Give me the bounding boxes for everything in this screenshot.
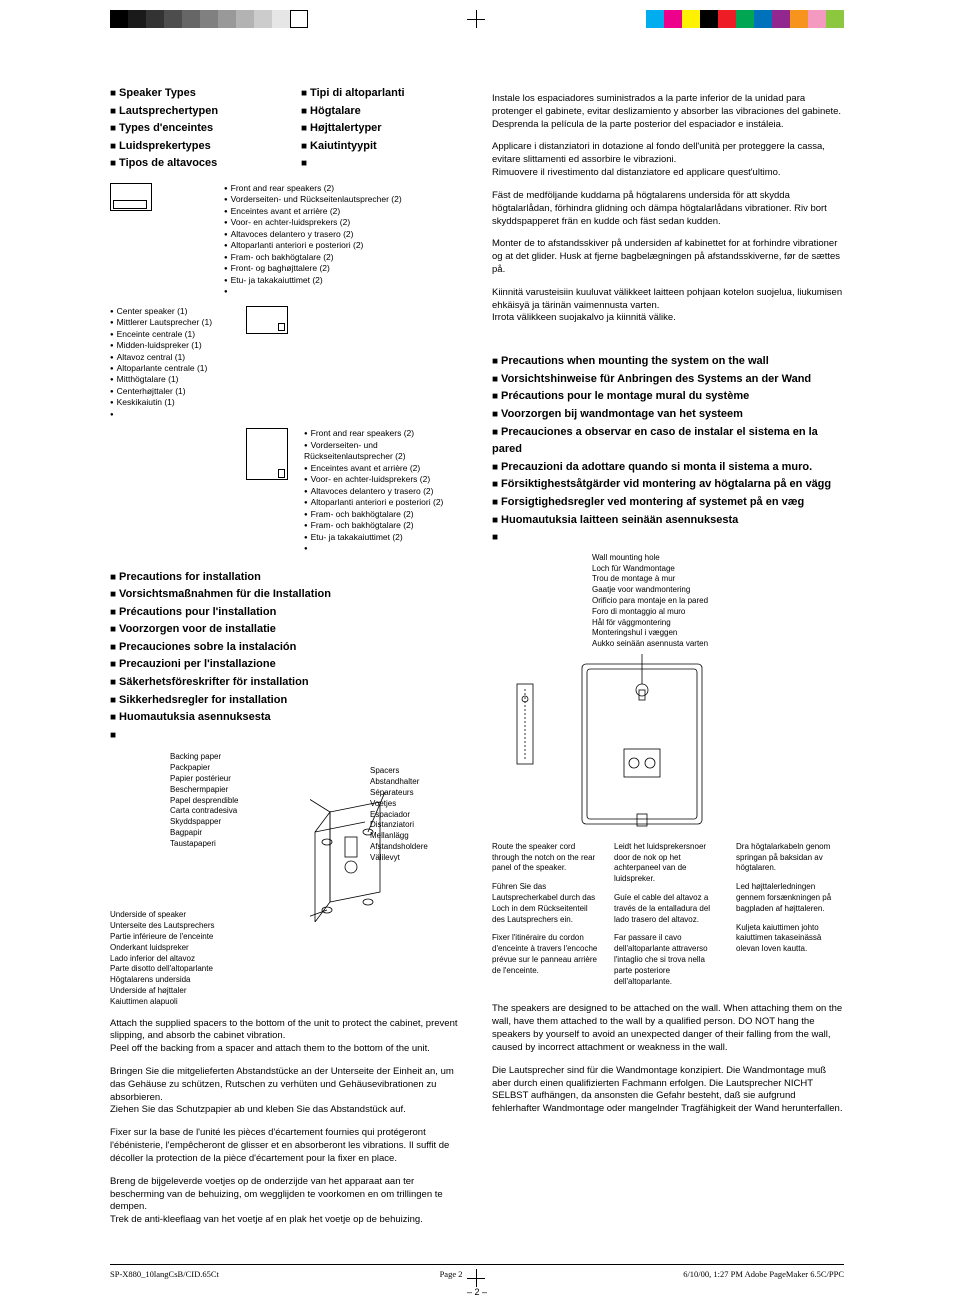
- spacer-diagram: Backing paperPackpapierPapier postérieur…: [110, 752, 462, 922]
- backing-paper-labels: Backing paperPackpapierPapier postérieur…: [170, 752, 239, 849]
- front-rear-row-b: Front and rear speakers (2)Vorderseiten-…: [110, 428, 462, 554]
- underside-labels: Underside of speakerUnterseite des Lauts…: [110, 910, 462, 1007]
- right-column: Instale los espaciadores suministrados a…: [492, 85, 844, 1237]
- crop-mark-top: [467, 10, 485, 28]
- center-speaker-icon: [110, 183, 152, 211]
- para-sv: Fäst de medföljande kuddarna på högtalar…: [492, 190, 844, 228]
- footer-filename: SP-X880_10langCsB/CID.65Ct: [110, 1269, 219, 1279]
- print-footer: SP-X880_10langCsB/CID.65Ct Page 2 6/10/0…: [110, 1264, 844, 1279]
- para-en: Attach the supplied spacers to the botto…: [110, 1018, 462, 1056]
- wall-precautions-headings: Precautions when mounting the system on …: [492, 353, 844, 547]
- speaker-underside-drawing: [310, 782, 400, 922]
- color-bar: [646, 10, 844, 28]
- route-cord-paragraphs: Route the speaker cord through the notch…: [492, 842, 844, 996]
- page-content: Speaker TypesLautsprechertypenTypes d'en…: [0, 0, 954, 1277]
- wall-warning-de: Die Lautsprecher sind für die Wandmontag…: [492, 1065, 844, 1116]
- front-speaker-icon-a: [246, 306, 288, 334]
- footer-page: Page 2: [440, 1269, 463, 1279]
- para-fi: Kiinnitä varusteisiin kuuluvat välikkeet…: [492, 287, 844, 325]
- para-de: Bringen Sie die mitgelieferten Abstandst…: [110, 1066, 462, 1117]
- speaker-types-headings: Speaker TypesLautsprechertypenTypes d'en…: [110, 85, 462, 173]
- greyscale-bar: [110, 10, 308, 28]
- left-column: Speaker TypesLautsprechertypenTypes d'en…: [110, 85, 462, 1237]
- wall-warning-en: The speakers are designed to be attached…: [492, 1003, 844, 1054]
- para-nl: Breng de bijgeleverde voetjes op de onde…: [110, 1176, 462, 1227]
- para-es: Instale los espaciadores suministrados a…: [492, 93, 844, 131]
- center-speaker-labels: Center speaker (1)Mittlerer Lautsprecher…: [110, 306, 462, 421]
- page-number: – 2 –: [0, 1287, 954, 1297]
- wall-mount-diagram: [492, 654, 844, 834]
- para-fr: Fixer sur la base de l'unité les pièces …: [110, 1127, 462, 1165]
- footer-meta: 6/10/00, 1:27 PM Adobe PageMaker 6.5C/PP…: [683, 1269, 844, 1279]
- front-speaker-icon-b: [246, 428, 288, 480]
- precautions-headings: Precautions for installationVorsichtsmaß…: [110, 569, 462, 745]
- para-it: Applicare i distanziatori in dotazione a…: [492, 141, 844, 179]
- para-da: Monter de to afstandsskiver på underside…: [492, 238, 844, 276]
- wall-hole-labels: Wall mounting holeLoch für WandmontageTr…: [592, 553, 844, 650]
- center-speaker-row: Front and rear speakers (2)Vorderseiten-…: [110, 183, 462, 298]
